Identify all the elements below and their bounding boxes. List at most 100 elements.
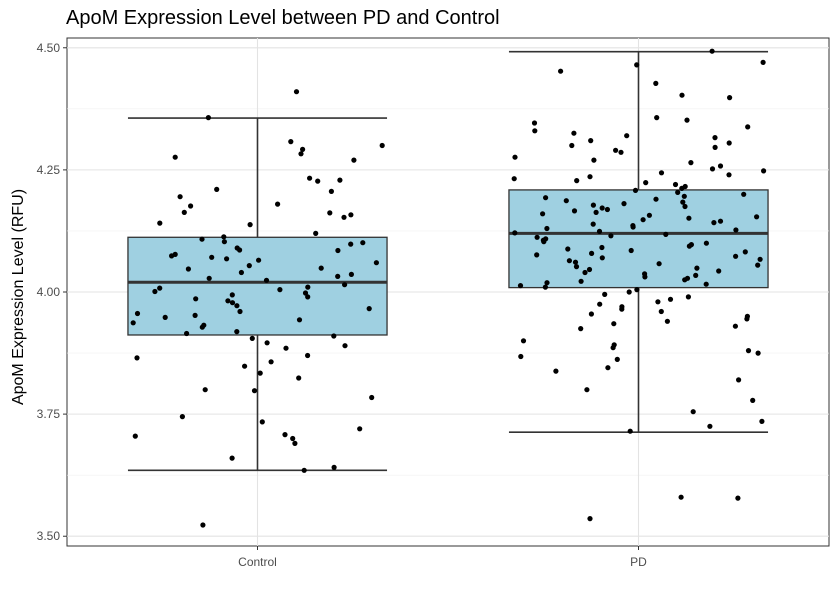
data-point — [735, 495, 741, 501]
data-point — [682, 277, 688, 283]
data-point — [709, 166, 716, 172]
data-point — [707, 423, 713, 429]
chart-title: ApoM Expression Level between PD and Con… — [66, 7, 500, 29]
data-point — [664, 318, 671, 324]
data-point — [726, 140, 732, 146]
data-point — [157, 220, 163, 226]
x-tick-label: PD — [630, 555, 647, 569]
data-point — [630, 224, 636, 230]
data-point — [586, 266, 593, 273]
data-point — [331, 464, 337, 470]
data-point — [257, 370, 263, 376]
data-point — [578, 326, 584, 332]
data-point — [518, 353, 524, 360]
data-point — [360, 240, 366, 246]
data-point — [566, 258, 573, 264]
data-point — [162, 314, 168, 320]
data-point — [682, 203, 688, 210]
data-point — [727, 95, 733, 101]
data-point — [157, 285, 163, 291]
data-point — [543, 195, 549, 201]
data-point — [590, 221, 596, 227]
data-point — [688, 160, 694, 166]
data-point — [736, 377, 742, 383]
data-point — [597, 301, 603, 307]
data-point — [379, 142, 385, 149]
data-point — [268, 359, 274, 365]
data-point — [619, 306, 625, 312]
data-point — [611, 321, 617, 327]
data-point — [534, 252, 540, 258]
data-point — [134, 355, 140, 361]
points-pd — [511, 48, 767, 522]
data-point — [199, 324, 205, 330]
data-point — [341, 214, 347, 220]
y-axis-label: ApoM Expression Level (RFU) — [10, 189, 27, 405]
data-point — [256, 257, 262, 263]
data-point — [542, 284, 549, 290]
data-point — [573, 264, 580, 270]
y-tick-label: 4.50 — [37, 41, 61, 55]
data-point — [655, 299, 661, 305]
data-point — [206, 275, 212, 281]
data-point — [229, 300, 236, 306]
data-point — [654, 115, 660, 121]
data-point — [605, 365, 611, 371]
data-point — [599, 205, 605, 211]
data-point — [152, 288, 158, 295]
data-point — [327, 210, 333, 216]
data-point — [716, 268, 722, 274]
data-point — [694, 265, 700, 271]
data-point — [331, 333, 337, 339]
data-point — [750, 397, 756, 403]
data-point — [755, 350, 761, 356]
data-point — [202, 387, 208, 393]
data-point — [703, 281, 709, 287]
data-point — [621, 201, 627, 207]
data-point — [512, 154, 518, 160]
data-point — [301, 467, 307, 473]
data-point — [221, 234, 227, 240]
data-point — [221, 239, 227, 245]
data-point — [717, 163, 724, 169]
data-point — [172, 154, 178, 160]
data-point — [684, 117, 690, 123]
data-point — [544, 280, 550, 286]
data-point — [532, 128, 538, 134]
data-point — [590, 202, 597, 208]
data-point — [712, 135, 718, 141]
data-point — [348, 212, 354, 218]
data-point — [589, 250, 595, 256]
data-point — [328, 188, 334, 194]
data-point — [251, 388, 258, 394]
data-point — [599, 255, 605, 261]
data-point — [587, 174, 593, 180]
data-point — [335, 273, 341, 279]
y-tick-label: 3.75 — [37, 407, 61, 421]
data-point — [534, 234, 540, 240]
data-point — [242, 363, 248, 369]
iqr-box — [127, 236, 388, 336]
data-point — [584, 387, 590, 393]
data-point — [234, 329, 240, 335]
data-point — [237, 247, 243, 253]
data-point — [263, 277, 270, 283]
data-point — [745, 348, 752, 354]
data-point — [613, 147, 619, 153]
data-point — [733, 253, 739, 259]
data-point — [632, 187, 639, 193]
data-point — [755, 262, 761, 268]
data-point — [610, 345, 616, 351]
data-point — [305, 284, 311, 290]
data-point — [634, 287, 640, 293]
data-point — [209, 254, 215, 260]
data-point — [335, 247, 341, 254]
data-point — [588, 138, 594, 144]
data-point — [520, 338, 527, 344]
data-point — [296, 317, 303, 323]
data-point — [373, 260, 379, 266]
y-tick-label: 4.25 — [37, 163, 61, 177]
y-axis-ticks: 3.50 3.75 4.00 4.25 4.50 — [37, 41, 67, 543]
data-point — [663, 231, 669, 237]
data-point — [181, 209, 187, 215]
